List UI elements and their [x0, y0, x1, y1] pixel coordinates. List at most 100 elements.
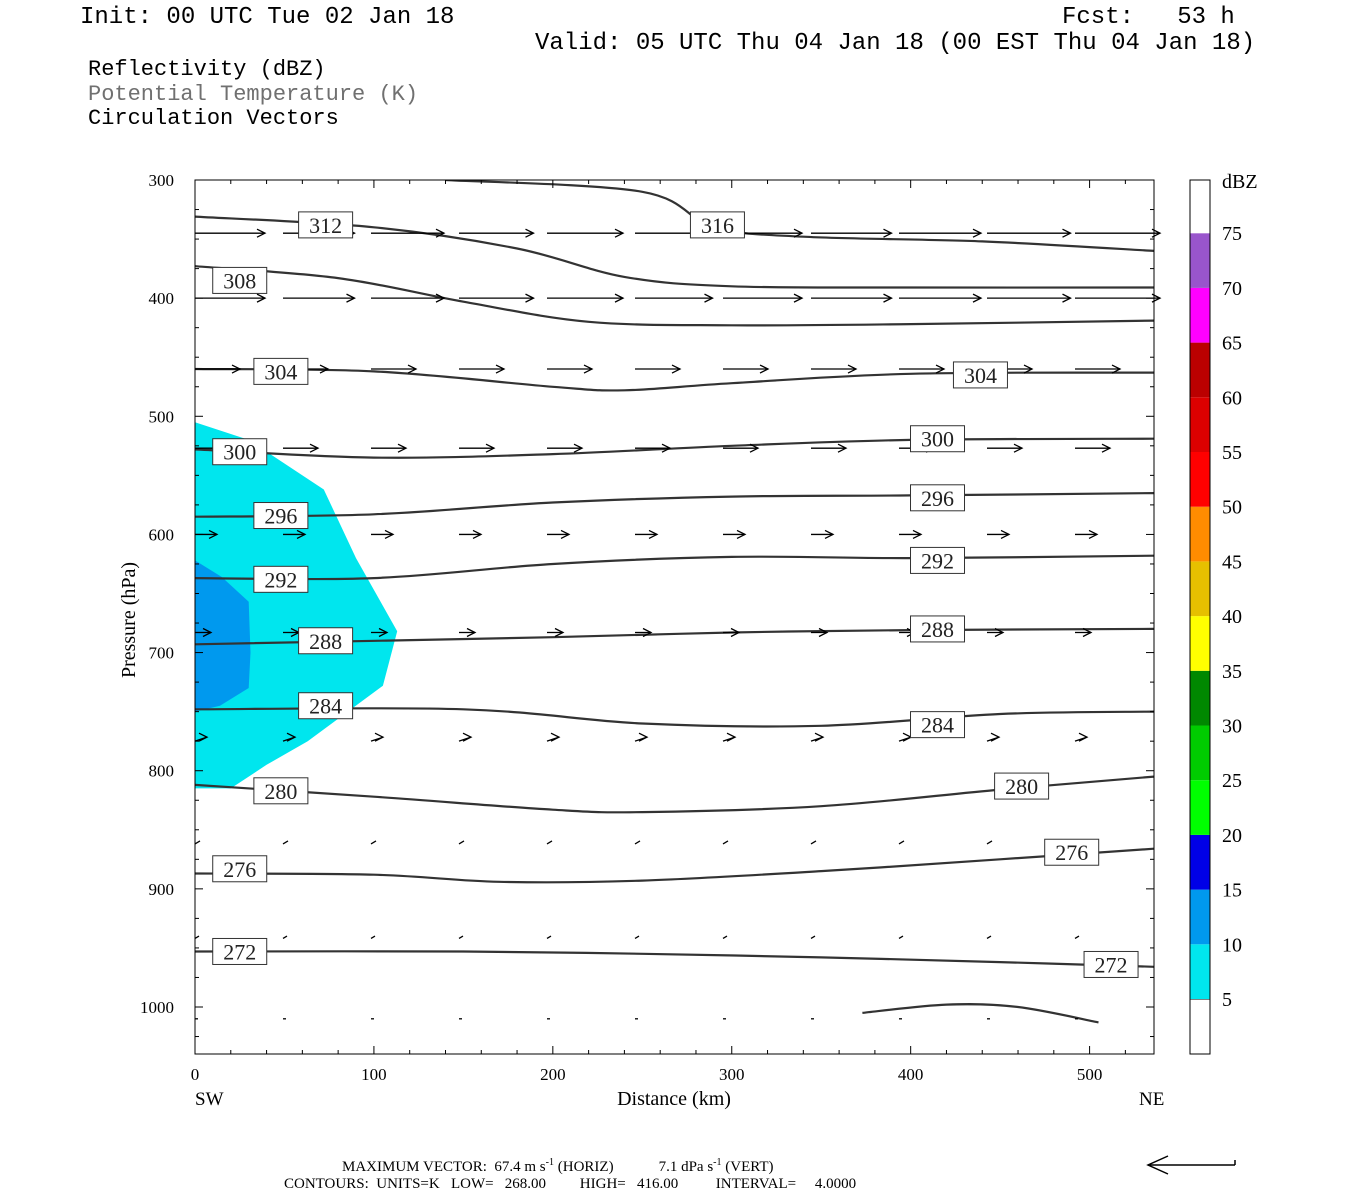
circulation-vector-head [1151, 293, 1162, 303]
circulation-vector-head [814, 732, 825, 742]
reflectivity-area-10dbz [195, 560, 251, 712]
contour-label-box [910, 425, 966, 453]
circulation-vector-head [466, 627, 477, 638]
contour-label-box [253, 502, 309, 530]
colorbar-label: 70 [1222, 278, 1242, 300]
circulation-vector-head [1013, 443, 1024, 453]
contour-label-box [952, 361, 1008, 389]
circulation-vector-head [935, 364, 946, 374]
y-tick-label: 1000 [140, 998, 174, 1017]
contour-label-box [910, 546, 966, 574]
circulation-vector [634, 840, 641, 845]
circulation-vector [1074, 935, 1080, 940]
circulation-vector [194, 840, 201, 845]
colorbar-label: 75 [1222, 223, 1242, 245]
contour-label: 284 [921, 713, 954, 738]
circulation-vector-head [730, 627, 741, 638]
circulation-vector-head [208, 529, 219, 540]
circulation-vector [282, 935, 288, 940]
circulation-vector-head [462, 732, 473, 742]
colorbar-label: 50 [1222, 497, 1242, 519]
contour-label: 296 [264, 504, 297, 529]
init-time: Init: 00 UTC Tue 02 Jan 18 [80, 4, 455, 31]
circulation-vector [898, 840, 905, 845]
contour-label-box [689, 211, 745, 239]
contour-label-box [212, 937, 268, 965]
circulation-vector-head [1078, 732, 1089, 742]
circulation-vector-head [1082, 627, 1093, 638]
circulation-vector [194, 935, 200, 940]
theta-contour-316 [445, 180, 1154, 252]
max-vector-line: MAXIMUM VECTOR: 67.4 m s-1 (HORIZ) 7.1 d… [342, 1157, 774, 1175]
circulation-vector-head [573, 443, 584, 453]
x-end-label-sw: SW [195, 1089, 224, 1110]
colorbar-label: 5 [1222, 989, 1232, 1011]
contour-label-box [1083, 950, 1139, 978]
circulation-vector-head [256, 293, 267, 303]
colorbar-swatch-40 [1190, 561, 1210, 617]
contour-label: 276 [1055, 840, 1088, 865]
x-tick-label: 0 [191, 1065, 200, 1084]
circulation-vector [370, 935, 376, 940]
contour-label: 296 [921, 486, 954, 511]
theta-contour-312 [195, 215, 1154, 289]
contour-label-box [994, 772, 1050, 800]
contour-label: 280 [1005, 774, 1038, 799]
contour-label: 316 [701, 213, 734, 238]
contour-label: 280 [264, 779, 297, 804]
contour-label: 304 [264, 359, 297, 384]
max-horiz-value: 67.4 m s [494, 1159, 546, 1175]
circulation-vector-head [378, 627, 389, 638]
contour-label: 288 [921, 617, 954, 642]
theta-contour-296 [195, 492, 1154, 518]
circulation-vector-head [1000, 529, 1011, 540]
circulation-vector-head [759, 364, 770, 374]
circulation-vector-head [485, 443, 496, 453]
colorbar-swatch-35 [1190, 616, 1210, 671]
y-tick-label: 900 [149, 880, 175, 899]
circulation-vector-head [648, 529, 659, 540]
colorbar-swatch-below-5 [1189, 998, 1211, 1055]
circulation-vector-head [286, 732, 297, 742]
circulation-vector [986, 840, 993, 845]
theta-contour-fragment [862, 1003, 1099, 1024]
forecast-hour: Fcst: 53 h [1062, 4, 1235, 31]
contour-label-box [910, 615, 966, 643]
colorbar-label: 45 [1222, 551, 1242, 573]
theta-contour-304 [195, 367, 1154, 392]
legend-circulation-vectors: Circulation Vectors [88, 106, 339, 131]
colorbar-label: 15 [1222, 880, 1242, 902]
circulation-vector-head [818, 627, 829, 638]
y-tick-label: 600 [149, 525, 175, 544]
contour-label-box [253, 565, 309, 593]
contour-label: 312 [309, 213, 342, 238]
legend-potential-temperature: Potential Temperature (K) [88, 82, 419, 107]
circulation-vector-head [384, 529, 395, 540]
circulation-vector-head [638, 732, 649, 742]
circulation-vector-head [550, 732, 561, 742]
reflectivity-fill-layer [195, 422, 398, 789]
colorbar-swatch-10 [1190, 889, 1210, 945]
contour-label: 292 [921, 548, 954, 573]
circulation-vector-head [972, 228, 983, 238]
contour-label: 292 [264, 567, 297, 592]
colorbar-label: 55 [1222, 442, 1242, 464]
colorbar-swatch-65 [1190, 287, 1210, 343]
circulation-vector-head [346, 293, 356, 303]
circulation-vector-head [912, 529, 923, 540]
colorbar-swatch-15 [1190, 834, 1210, 890]
colorbar-label: 10 [1222, 934, 1242, 956]
x-tick-label: 300 [719, 1065, 745, 1084]
circulation-vector-head [793, 293, 804, 303]
colorbar-label: 40 [1222, 606, 1242, 628]
colorbar-label: 35 [1222, 661, 1242, 683]
circulation-vector-head [749, 443, 760, 453]
circulation-vector-head [837, 443, 848, 453]
contour-label-box [1044, 838, 1100, 866]
reference-vector-icon [1146, 1155, 1236, 1175]
colorbar: 5 10 15 20 25 30 35 40 45 50 55 60 65 70 75 [1189, 179, 1242, 1055]
x-tick-label: 500 [1077, 1065, 1103, 1084]
colorbar-label: 65 [1222, 333, 1242, 355]
y-tick-label: 700 [149, 644, 175, 663]
